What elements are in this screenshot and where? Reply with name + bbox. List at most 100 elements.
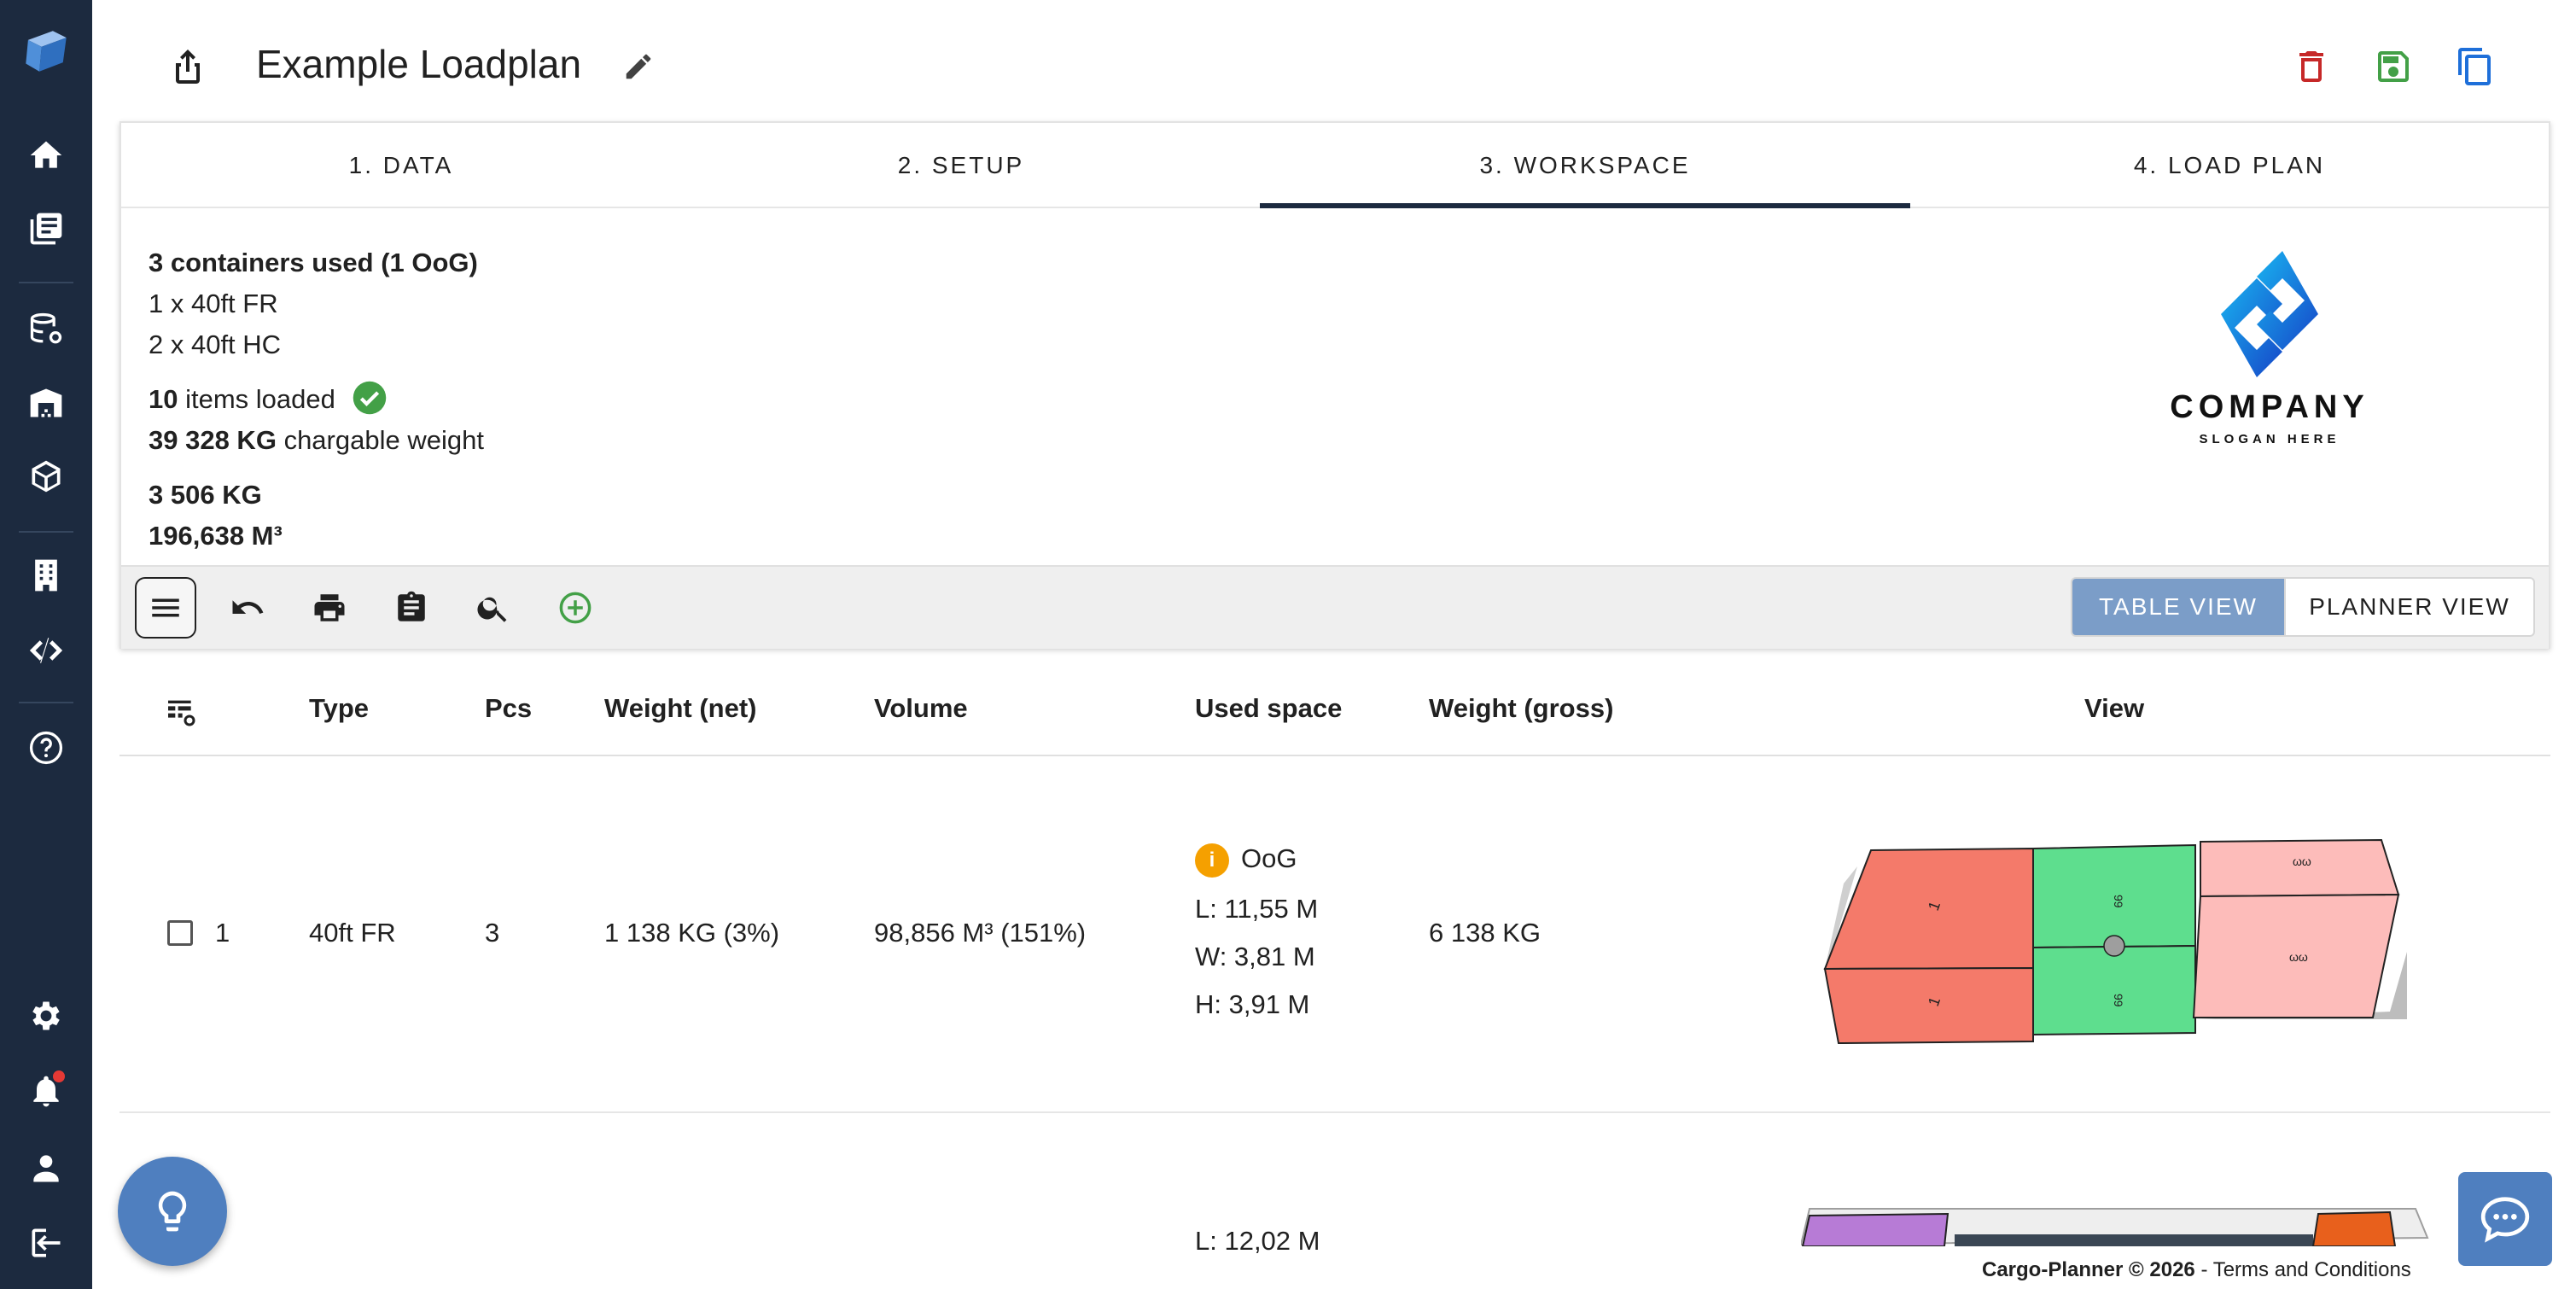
row-weight-net: 1 138 KG (3%) (604, 918, 780, 948)
total-weight: 3 506 KG (149, 480, 262, 510)
sidebar-divider (19, 282, 73, 283)
used-width: W: 3,81 M (1195, 942, 1315, 971)
chargable-weight-label: chargable weight (283, 425, 484, 455)
search-button[interactable] (463, 577, 524, 639)
info-icon: i (1195, 843, 1229, 878)
table-header: Type Pcs Weight (net) Volume Used space … (119, 674, 2550, 756)
cargo-box-green (2032, 944, 2196, 1036)
row-index: 1 (215, 918, 230, 948)
used-length: L: 12,02 M (1195, 1226, 1320, 1256)
company-logo: COMPANY SLOGAN HERE (2154, 242, 2385, 447)
container-3d-preview[interactable] (1801, 1204, 2433, 1246)
page-footer: Cargo-Planner © 2026 - Terms and Conditi… (1977, 1258, 2416, 1282)
page-title: Example Loadplan (256, 42, 582, 86)
row-weight-gross: 6 138 KG (1429, 918, 1541, 948)
row-pcs: 3 (485, 918, 500, 948)
cargo-box-pink (2200, 838, 2400, 898)
app-logo-icon[interactable] (0, 19, 92, 84)
cargo-label-2: 99 (2112, 895, 2125, 908)
row-type: 40ft FR (309, 918, 396, 948)
building-icon[interactable] (0, 543, 92, 608)
database-settings-icon[interactable] (0, 297, 92, 362)
row-divider (119, 1111, 2550, 1113)
column-pcs: Pcs (485, 693, 533, 723)
add-circle-icon (559, 592, 592, 624)
load-summary: 3 containers used (1 OoG) 1 x 40ft FR 2 … (149, 242, 484, 557)
step-tabs: 1. DATA 2. SETUP 3. WORKSPACE 4. LOAD PL… (121, 123, 2549, 208)
center-of-gravity-marker (2103, 935, 2125, 957)
delete-button[interactable] (2277, 32, 2346, 101)
documents-icon[interactable] (0, 196, 92, 261)
containers-used: 3 containers used (1 OoG) (149, 248, 478, 277)
table-settings-icon (168, 700, 195, 726)
sidebar-divider (19, 702, 73, 703)
items-loaded-label: items loaded (185, 384, 335, 414)
home-icon[interactable] (0, 123, 92, 188)
container-3d-preview[interactable]: 1 1 99 99 ωω ωω (1818, 837, 2433, 1050)
tab-load-plan[interactable]: 4. LOAD PLAN (2133, 152, 2326, 178)
container-floor-shadow (2194, 952, 2407, 1019)
menu-button[interactable] (135, 577, 196, 639)
share-icon (176, 50, 200, 84)
column-used-space: Used space (1195, 693, 1343, 723)
tab-setup[interactable]: 2. SETUP (897, 152, 1025, 178)
warehouse-icon[interactable] (0, 370, 92, 435)
cargo-box-orange (2311, 1210, 2397, 1246)
page-header: Example Loadplan (119, 26, 2552, 111)
undo-button[interactable] (217, 577, 278, 639)
logout-icon[interactable] (0, 1210, 92, 1275)
menu-icon (152, 598, 179, 617)
column-type: Type (309, 693, 370, 723)
clipboard-icon (398, 591, 425, 621)
tips-button[interactable] (118, 1157, 227, 1266)
cargo-box-pink (2192, 893, 2400, 1018)
clipboard-button[interactable] (381, 577, 442, 639)
user-icon[interactable] (0, 1135, 92, 1200)
print-button[interactable] (299, 577, 360, 639)
workspace-toolbar: TABLE VIEW PLANNER VIEW (121, 565, 2549, 649)
company-logo-icon (2221, 251, 2318, 377)
save-button[interactable] (2359, 32, 2427, 101)
chargable-weight: 39 328 KG chargable weight (149, 420, 484, 461)
share-button[interactable] (154, 32, 222, 101)
settings-icon[interactable] (0, 983, 92, 1048)
oog-label: OoG (1241, 843, 1297, 874)
total-volume: 196,638 M³ (149, 521, 283, 551)
column-volume: Volume (874, 693, 968, 723)
add-container-button[interactable] (545, 577, 606, 639)
check-circle-icon (353, 381, 386, 415)
workspace-card: 1. DATA 2. SETUP 3. WORKSPACE 4. LOAD PL… (119, 121, 2550, 649)
row-checkbox[interactable] (167, 920, 193, 946)
items-loaded: 10 items loaded (149, 379, 484, 420)
notifications-icon[interactable] (0, 1059, 92, 1123)
copy-icon (2458, 48, 2491, 85)
help-icon[interactable] (0, 715, 92, 780)
view-toggle: TABLE VIEW PLANNER VIEW (2071, 577, 2535, 637)
footer-separator: - (2194, 1258, 2213, 1281)
logo-slogan-text: SLOGAN HERE (2199, 432, 2340, 446)
tab-data[interactable]: 1. DATA (348, 152, 454, 178)
tab-workspace[interactable]: 3. WORKSPACE (1479, 152, 1691, 178)
planner-view-button[interactable]: PLANNER VIEW (2284, 579, 2533, 635)
trash-icon (2299, 51, 2323, 82)
cargo-box-red (1823, 966, 2034, 1045)
code-icon[interactable] (0, 618, 92, 683)
column-weight-net: Weight (net) (604, 693, 757, 723)
row-volume: 98,856 M³ (151%) (874, 918, 1087, 948)
chat-button[interactable] (2458, 1172, 2552, 1266)
cargo-label-2: 99 (2112, 994, 2125, 1007)
used-height: H: 3,91 M (1195, 989, 1310, 1019)
package-icon[interactable] (0, 444, 92, 509)
copy-button[interactable] (2441, 32, 2509, 101)
column-settings-button[interactable] (164, 695, 198, 729)
terms-link[interactable]: Terms and Conditions (2212, 1258, 2411, 1281)
search-icon (477, 597, 507, 622)
table-view-button[interactable]: TABLE VIEW (2072, 579, 2284, 635)
undo-icon (232, 600, 264, 614)
active-tab-indicator (1260, 203, 1910, 208)
printer-icon (314, 594, 345, 621)
items-count: 10 (149, 384, 178, 414)
edit-title-button[interactable] (604, 32, 673, 101)
used-length: L: 11,55 M (1195, 894, 1319, 924)
logo-company-text: COMPANY (2170, 389, 2369, 425)
